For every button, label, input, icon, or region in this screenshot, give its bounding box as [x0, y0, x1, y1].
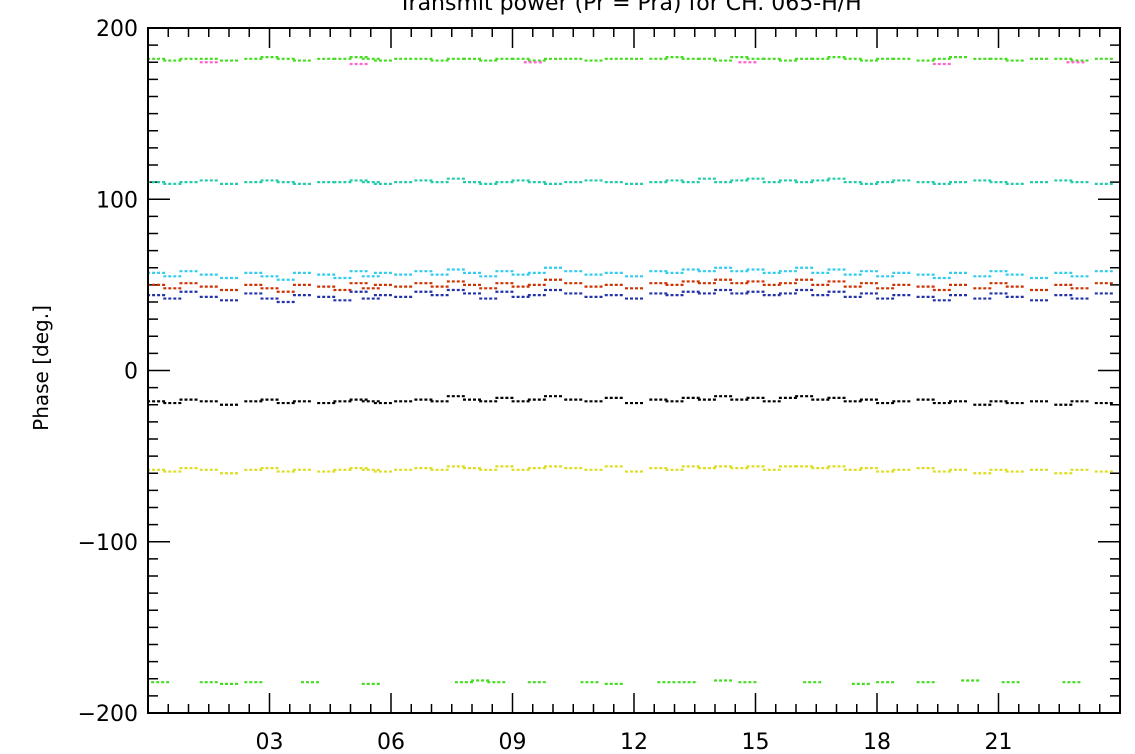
x-tick-label: 18: [863, 730, 891, 754]
y-tick-label: 100: [96, 188, 138, 213]
x-tick-labels: 03 06 09 12 15 18 21: [256, 730, 1013, 754]
y-tick-labels: −200 −100 0 100 200: [78, 17, 138, 727]
data-points: [147, 56, 1113, 685]
x-tick-label: 03: [256, 730, 284, 754]
series-group: [147, 177, 1113, 185]
x-tick-label: 06: [377, 730, 405, 754]
series-group: [147, 395, 1113, 406]
plot-frame: [147, 27, 1121, 714]
series-group: [147, 56, 1113, 62]
chart-title: Transmit power (Pr = Pra) for CH. 065-H/…: [397, 0, 861, 16]
x-tick-label: 12: [620, 730, 648, 754]
axis-ticks: [148, 27, 1120, 714]
y-tick-label: 0: [124, 360, 138, 385]
y-axis-label: Phase [deg.]: [29, 305, 53, 431]
x-tick-label: 21: [985, 730, 1013, 754]
series-group: [147, 266, 1113, 281]
series-group: [147, 288, 1113, 304]
y-tick-label: −100: [78, 531, 138, 556]
y-tick-label: 200: [96, 17, 138, 42]
y-tick-label: −200: [78, 702, 138, 727]
series-group: [147, 278, 1113, 293]
series-group: [199, 61, 1085, 66]
series-group: [147, 465, 1113, 475]
x-tick-label: 15: [742, 730, 770, 754]
series-group: [151, 679, 1081, 685]
x-tick-label: 09: [499, 730, 527, 754]
